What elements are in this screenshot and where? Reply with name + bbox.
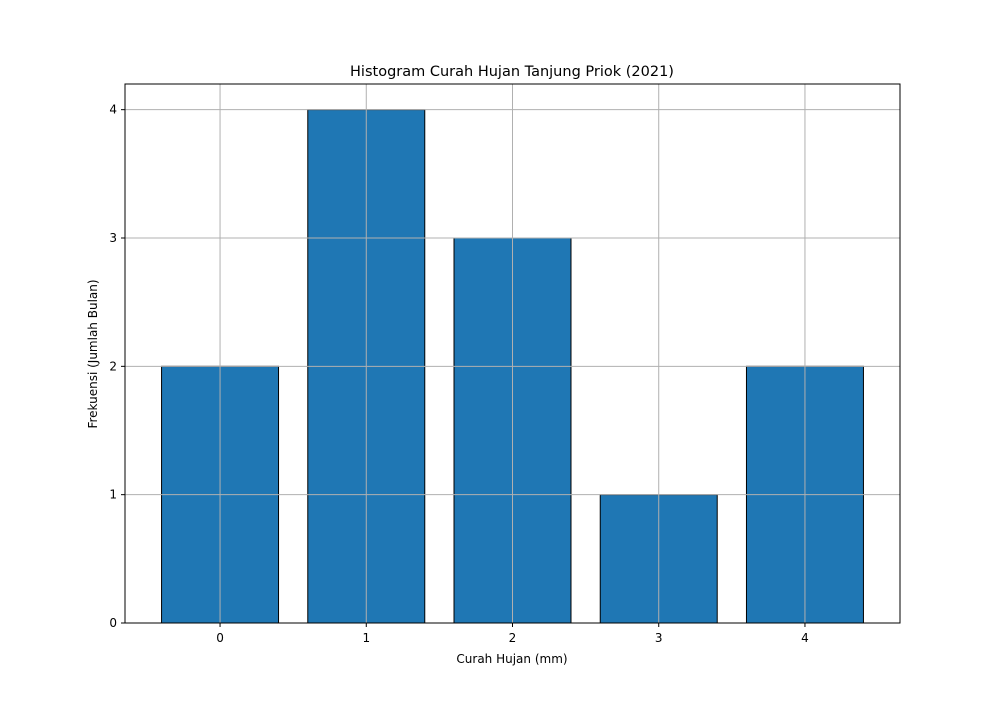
y-tick-label: 3	[109, 231, 117, 245]
bars	[125, 84, 900, 624]
ticks: 0 1 2 3 4 0 1 2 3 4	[109, 103, 808, 645]
y-tick-label: 2	[109, 359, 117, 373]
x-tick-label: 1	[362, 631, 370, 645]
chart-title: Histogram Curah Hujan Tanjung Priok (202…	[350, 64, 674, 80]
x-tick-label: 3	[655, 631, 663, 645]
y-axis-label: Frekuensi (Jumlah Bulan)	[86, 279, 100, 428]
y-tick-label: 4	[109, 103, 117, 117]
x-axis-label: Curah Hujan (mm)	[456, 652, 567, 666]
y-tick-label: 1	[109, 488, 117, 502]
y-tick-label: 0	[109, 616, 117, 630]
x-tick-label: 4	[801, 631, 809, 645]
x-tick-label: 2	[509, 631, 517, 645]
x-tick-label: 0	[216, 631, 224, 645]
